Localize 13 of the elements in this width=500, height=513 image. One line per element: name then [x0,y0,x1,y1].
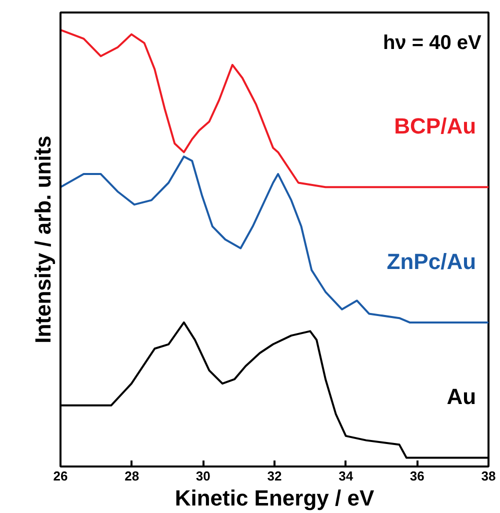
text: Au [446,384,476,410]
annotation: hν = 40 eV [382,32,482,54]
x-tick-label: 38 [481,468,496,484]
text: BCP/Au [394,114,476,138]
x-tick-label: 36 [410,468,424,484]
x-tick-label: 30 [196,468,210,484]
series-label: ZnPc/Au [386,248,476,274]
x-tick-label: 28 [124,468,140,484]
x-tick-label: 32 [267,468,282,484]
x-axis-title: Kinetic Energy / eV [174,486,374,510]
y-axis-title: Intensity / arb. units [30,136,56,344]
x-tick-label: 34 [338,468,354,484]
x-tick-label: 26 [53,468,68,484]
